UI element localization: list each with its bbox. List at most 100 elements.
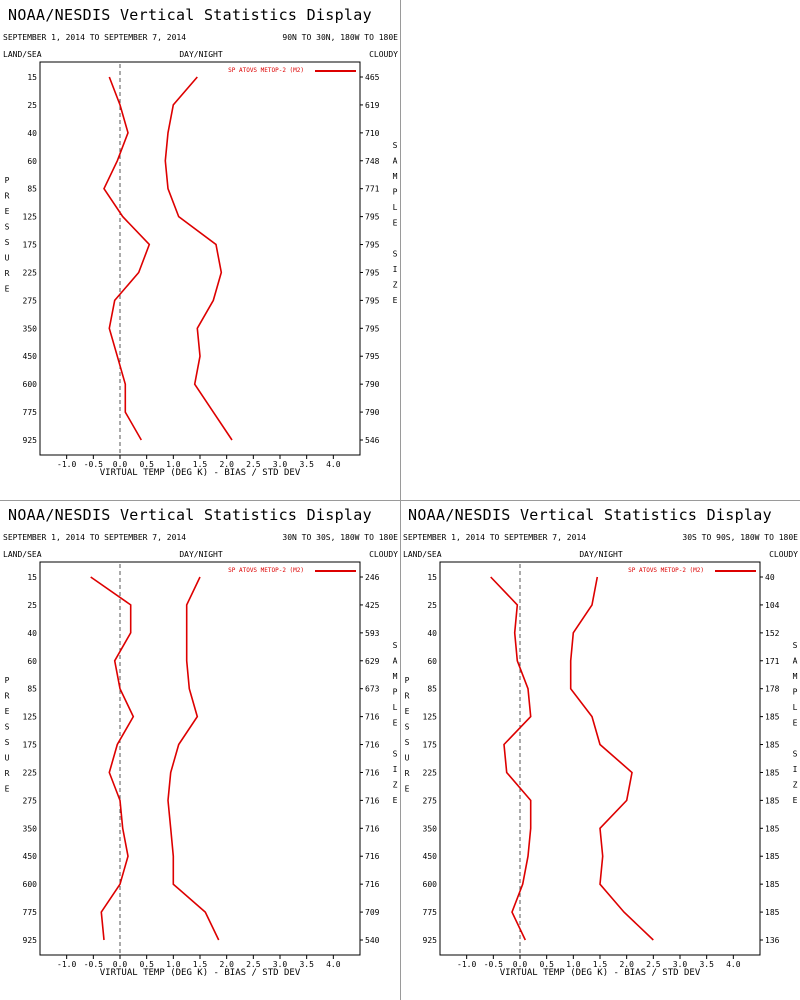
pressure-tick-label: 350 [423, 824, 438, 833]
sample-letter: L [393, 203, 398, 212]
cloudy-label: CLOUDY [369, 550, 398, 559]
pressure-tick-label: 275 [23, 296, 38, 305]
pressure-letter: E [405, 785, 410, 794]
sample-letter: L [393, 703, 398, 712]
x-axis-label: VIRTUAL TEMP (DEG K) - BIAS / STD DEV [500, 968, 701, 978]
size-letter: S [393, 250, 398, 259]
sample-size-label: 619 [365, 101, 380, 110]
pressure-letter: R [5, 192, 10, 201]
panel-title: NOAA/NESDIS Vertical Statistics Display [8, 506, 372, 524]
pressure-letter: P [5, 676, 10, 685]
x-tick-label: 3.0 [673, 960, 688, 969]
sample-size-label: 593 [365, 629, 380, 638]
sample-size-label: 185 [765, 908, 780, 917]
sample-size-label: 546 [365, 436, 380, 445]
size-letter: S [393, 750, 398, 759]
x-tick-label: 4.0 [726, 960, 741, 969]
sample-letter: P [793, 688, 798, 697]
sample-size-label: 178 [765, 685, 780, 694]
chart-panel-1: NOAA/NESDIS Vertical Statistics Display S… [3, 6, 398, 478]
pressure-letter: E [5, 207, 10, 216]
size-letter: I [393, 765, 398, 774]
sample-size-label: 185 [765, 796, 780, 805]
region-label: 30S TO 90S, 180W TO 180E [682, 533, 798, 542]
sample-size-label: 104 [765, 601, 780, 610]
sample-size-label: 673 [365, 685, 380, 694]
sample-letter: A [393, 157, 398, 166]
x-tick-label: 2.0 [219, 960, 234, 969]
x-axis-label: VIRTUAL TEMP (DEG K) - BIAS / STD DEV [100, 968, 301, 978]
pressure-tick-label: 25 [27, 101, 37, 110]
pressure-letter: U [405, 754, 410, 763]
pressure-tick-label: 350 [23, 824, 38, 833]
cloudy-label: CLOUDY [369, 50, 398, 59]
sample-size-label: 790 [365, 408, 380, 417]
plot-frame [439, 561, 761, 956]
pressure-letter: R [405, 692, 410, 701]
pressure-letter: U [5, 754, 10, 763]
x-tick-label: 4.0 [326, 960, 341, 969]
x-tick-label: 1.0 [166, 460, 181, 469]
pressure-letter: R [5, 692, 10, 701]
pressure-tick-label: 450 [23, 352, 38, 361]
size-letter: S [793, 750, 798, 759]
sample-letter: S [793, 641, 798, 650]
pressure-letter: S [405, 723, 410, 732]
pressure-letter: U [5, 254, 10, 263]
pressure-tick-label: 775 [423, 908, 438, 917]
pressure-tick-label: 125 [23, 713, 38, 722]
pressure-tick-label: 225 [23, 268, 38, 277]
pressure-tick-label: 600 [23, 880, 38, 889]
pressure-letter: E [5, 285, 10, 294]
pressure-tick-label: 450 [423, 852, 438, 861]
pressure-letter: S [5, 223, 10, 232]
bias-line [490, 576, 532, 941]
sample-letter: P [393, 188, 398, 197]
date-range: SEPTEMBER 1, 2014 TO SEPTEMBER 7, 2014 [3, 533, 186, 542]
sample-letter: E [393, 719, 398, 728]
sample-size-label: 795 [365, 241, 380, 250]
chart-panel-3: NOAA/NESDIS Vertical Statistics Display S… [403, 506, 798, 978]
size-letter: Z [793, 781, 798, 790]
pressure-tick-label: 275 [423, 796, 438, 805]
x-tick-label: 1.5 [193, 960, 208, 969]
sample-size-label: 790 [365, 380, 380, 389]
sample-size-label: 185 [765, 741, 780, 750]
region-label: 90N TO 30N, 180W TO 180E [282, 33, 398, 42]
pressure-tick-label: 125 [23, 213, 38, 222]
pressure-tick-label: 600 [423, 880, 438, 889]
x-tick-label: 1.0 [566, 960, 581, 969]
x-tick-label: 2.0 [619, 960, 634, 969]
x-tick-label: 2.5 [246, 460, 261, 469]
std-dev-line [167, 576, 220, 941]
sample-size-label: 185 [765, 880, 780, 889]
pressure-tick-label: 925 [23, 436, 38, 445]
sample-size-label: 748 [365, 157, 380, 166]
x-tick-label: -1.0 [57, 460, 76, 469]
x-tick-label: 2.5 [646, 960, 661, 969]
x-tick-label: 3.5 [299, 460, 314, 469]
legend-label: SP ATOVS METOP-2 (M2) [228, 67, 304, 74]
pressure-tick-label: 85 [27, 685, 37, 694]
sample-letter: A [793, 657, 798, 666]
size-letter: E [793, 796, 798, 805]
x-tick-label: 0.0 [513, 960, 528, 969]
sample-size-label: 185 [765, 713, 780, 722]
pressure-tick-label: 175 [23, 241, 38, 250]
day-night-label: DAY/NIGHT [179, 550, 223, 559]
sample-size-label: 716 [365, 713, 380, 722]
sample-size-label: 709 [365, 908, 380, 917]
sample-letter: A [393, 657, 398, 666]
sample-size-label: 629 [365, 657, 380, 666]
region-label: 30N TO 30S, 180W TO 180E [282, 533, 398, 542]
sample-size-label: 795 [365, 213, 380, 222]
pressure-tick-label: 15 [27, 573, 37, 582]
pressure-tick-label: 60 [27, 157, 37, 166]
x-tick-label: 3.0 [273, 460, 288, 469]
pressure-letter: R [5, 269, 10, 278]
sample-size-label: 795 [365, 352, 380, 361]
pressure-tick-label: 15 [427, 573, 437, 582]
